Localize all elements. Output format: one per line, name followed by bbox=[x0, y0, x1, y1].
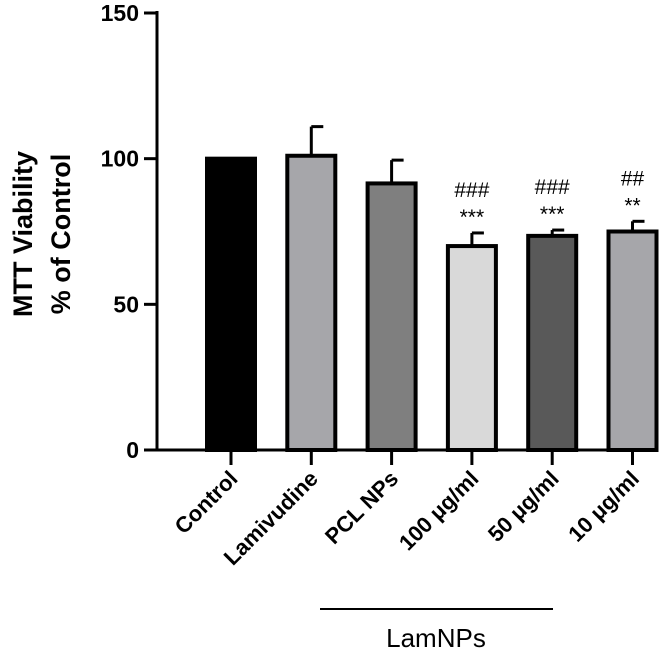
group-label: LamNPs bbox=[386, 623, 486, 653]
significance-hash: ### bbox=[535, 176, 570, 199]
bar bbox=[285, 153, 338, 452]
y-tick-label: 0 bbox=[126, 437, 139, 463]
x-tick-label: 100 μg/ml bbox=[394, 466, 483, 555]
significance-asterisks: *** bbox=[540, 203, 565, 226]
y-axis-label-line-1: MTT Viability bbox=[8, 151, 38, 317]
error-bars bbox=[309, 125, 645, 247]
y-tick-label: 100 bbox=[101, 146, 139, 172]
y-tick-label: 50 bbox=[113, 291, 139, 317]
significance-asterisks: *** bbox=[460, 206, 485, 229]
x-tick-label: 10 μg/ml bbox=[563, 466, 644, 547]
y-axis-label-line-2: % of Control bbox=[46, 154, 76, 314]
x-tick-label: PCL NPs bbox=[320, 466, 403, 549]
bar bbox=[205, 156, 257, 453]
group-bracket: LamNPs bbox=[320, 608, 553, 653]
significance-hash: ### bbox=[454, 179, 489, 202]
bars bbox=[205, 153, 659, 453]
bar bbox=[606, 229, 659, 452]
bar bbox=[526, 233, 579, 452]
significance-asterisks: ** bbox=[624, 194, 640, 217]
y-axis-label: MTT Viability % of Control bbox=[8, 151, 76, 317]
x-tick-label: Control bbox=[170, 466, 243, 539]
bar bbox=[445, 244, 498, 452]
x-tick-label: 50 μg/ml bbox=[483, 466, 564, 547]
y-tick-label: 150 bbox=[101, 0, 139, 26]
significance-hash: ## bbox=[621, 167, 645, 190]
bar bbox=[365, 181, 418, 452]
significance-markers: ### *** ### *** ## ** bbox=[454, 167, 644, 229]
